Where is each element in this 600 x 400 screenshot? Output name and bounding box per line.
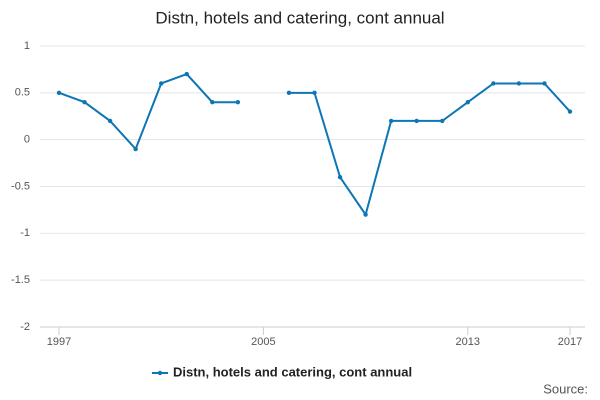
data-point [516, 81, 522, 86]
data-point [235, 100, 241, 105]
y-tick-label: -0.5 [11, 180, 30, 192]
data-point [107, 118, 113, 124]
source-label: Source: [543, 381, 588, 396]
data-point [56, 90, 62, 96]
chart-title: Distn, hotels and catering, cont annual [155, 8, 444, 27]
data-point [312, 90, 317, 96]
data-point [388, 118, 394, 124]
y-tick-label: 0.5 [15, 87, 30, 99]
data-point [337, 174, 343, 180]
data-point [567, 109, 573, 114]
y-tick-label: -1 [20, 227, 30, 239]
series-line [58, 72, 571, 217]
y-tick-label: -2 [20, 321, 30, 333]
legend-marker [157, 370, 163, 376]
data-point [465, 100, 470, 105]
data-point [159, 81, 164, 86]
data-point [363, 212, 368, 217]
x-tick-label: 2013 [456, 336, 480, 348]
y-tick-label: 0 [24, 134, 30, 146]
data-point [491, 81, 496, 86]
data-point [133, 146, 138, 152]
x-tick-label: 1997 [47, 336, 71, 348]
data-point [184, 71, 189, 77]
y-tick-label: 1 [24, 40, 30, 52]
data-point [210, 100, 215, 105]
data-point [414, 118, 419, 124]
legend-label: Distn, hotels and catering, cont annual [173, 364, 412, 379]
x-tick-label: 2005 [251, 336, 275, 348]
data-point [286, 90, 292, 96]
data-point [82, 100, 87, 105]
y-tick-label: -1.5 [11, 274, 30, 286]
x-tick-label: 2017 [558, 336, 582, 348]
data-point [542, 81, 547, 86]
data-point [440, 118, 445, 124]
